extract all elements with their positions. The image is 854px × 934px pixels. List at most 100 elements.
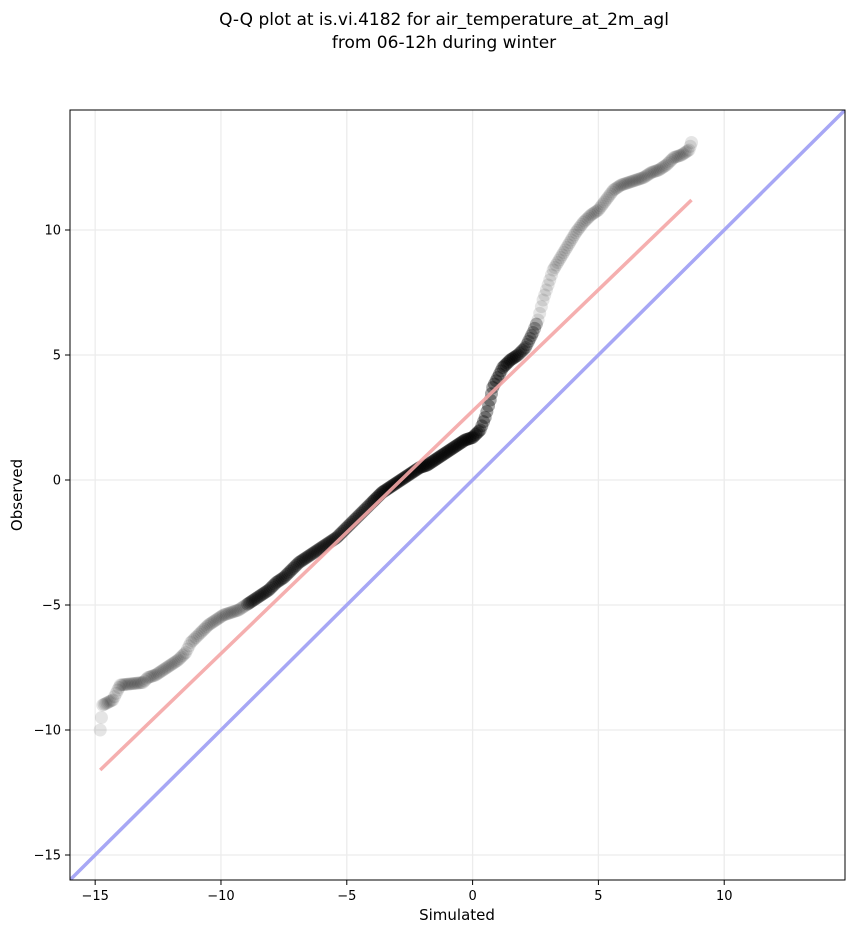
quantile-point (161, 660, 175, 674)
quantile-point (647, 165, 661, 178)
quantile-point (546, 263, 560, 277)
quantile-point (502, 355, 516, 368)
y-tick-label: −15 (34, 849, 61, 864)
quantile-point (443, 443, 457, 457)
quantile-point (118, 678, 132, 691)
x-axis-label: Simulated (419, 906, 495, 924)
quantile-point (599, 193, 613, 207)
quantile-point (221, 607, 235, 620)
quantile-point (179, 646, 193, 659)
quantile-point (658, 159, 672, 173)
quantile-point (180, 642, 194, 656)
quantile-point (533, 306, 547, 320)
quantile-point (435, 448, 449, 462)
quantile-point (499, 358, 513, 371)
quantile-point (664, 154, 678, 167)
quantile-point (138, 674, 152, 688)
quantile-point (283, 565, 297, 578)
quantile-point (232, 603, 246, 617)
quantile-point (141, 671, 155, 684)
identity-line (70, 110, 845, 880)
quantile-point (477, 415, 491, 429)
quantile-point (106, 693, 120, 707)
quantile-point (662, 155, 676, 169)
quantile-point (613, 179, 627, 193)
quantile-point (616, 178, 630, 191)
quantile-point (300, 551, 314, 564)
quantile-point (204, 616, 218, 630)
quantile-point (635, 171, 649, 185)
quantile-point (588, 205, 602, 219)
quantile-point (223, 606, 237, 620)
quantile-point (250, 591, 264, 605)
quantile-point (622, 176, 636, 189)
quantile-point (303, 549, 317, 562)
quantile-point (529, 317, 543, 331)
quantile-point (505, 352, 519, 366)
quantile-point (538, 288, 552, 302)
x-tick-label: 0 (468, 889, 476, 904)
quantile-point (475, 419, 489, 433)
quantile-point (190, 629, 204, 643)
quantile-point (646, 165, 660, 179)
quantile-point (584, 208, 598, 222)
grid-lines (70, 110, 845, 880)
quantile-point (607, 183, 621, 197)
quantile-point (497, 359, 511, 373)
quantile-point (94, 711, 108, 724)
quantile-point (125, 677, 139, 691)
quantile-point (162, 659, 176, 673)
quantile-point (144, 670, 158, 683)
x-tick-label: 5 (594, 889, 602, 904)
quantile-point (230, 604, 244, 617)
quantile-point (432, 450, 446, 464)
quantile-point (428, 453, 442, 467)
x-axis-ticks: −15 −10 −5 0 5 10 (81, 880, 732, 904)
quantile-point (437, 447, 451, 461)
quantile-point (683, 139, 697, 153)
quantile-point (116, 678, 130, 692)
x-tick-label: −15 (81, 889, 108, 904)
quantile-point (626, 174, 640, 188)
quantile-point (544, 268, 558, 282)
quantile-point (534, 300, 548, 314)
quantile-point (536, 293, 550, 307)
quantile-point (541, 278, 555, 292)
quantile-point (563, 236, 577, 249)
quantile-point (248, 592, 262, 606)
quantile-point (405, 466, 419, 479)
quantile-point (182, 639, 196, 653)
quantile-point (515, 344, 529, 357)
quantile-point (638, 170, 652, 183)
quantile-point (251, 590, 265, 604)
quantile-point (494, 364, 508, 378)
quantile-point (238, 599, 252, 613)
quantile-point (668, 150, 682, 164)
quantile-point (419, 459, 433, 472)
quantile-point (578, 214, 592, 228)
quantile-point (431, 451, 445, 465)
quantile-point (608, 182, 622, 196)
y-tick-label: 0 (53, 474, 61, 489)
quantile-point (680, 144, 694, 158)
quantile-point (192, 627, 206, 641)
quantile-point (539, 283, 553, 297)
quantile-point (143, 670, 157, 684)
quantile-point (168, 655, 182, 669)
quantile-point (298, 552, 312, 565)
quantile-point (643, 167, 657, 180)
quantile-point (130, 676, 144, 690)
quantile-point (171, 653, 185, 667)
quantile-point (587, 206, 601, 220)
quantile-point (543, 273, 557, 287)
quantile-point (254, 588, 268, 602)
quantile-point (109, 686, 123, 700)
quantile-point (146, 669, 160, 683)
quantile-point (466, 431, 480, 444)
quantile-point (269, 576, 283, 589)
quantile-point (260, 584, 274, 598)
quantile-point (659, 158, 673, 172)
quantile-point (257, 586, 271, 600)
quantile-point (425, 455, 439, 469)
quantile-point (518, 341, 532, 354)
